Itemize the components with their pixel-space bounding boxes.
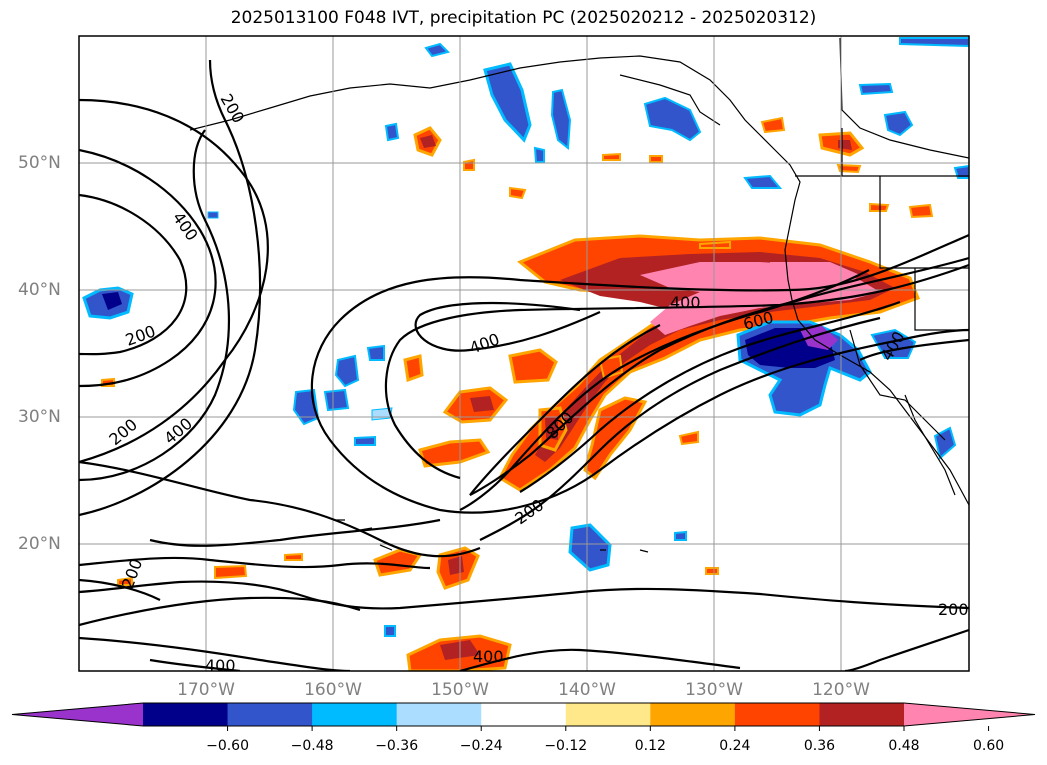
gridlines — [79, 36, 969, 671]
colorbar-extension-low — [12, 703, 143, 726]
contour-label: 200 — [938, 600, 969, 619]
contour-label: 400 — [670, 293, 701, 312]
colorbar-tick-label: 0.24 — [719, 738, 751, 754]
colorbar-tick-label: −0.24 — [459, 738, 503, 754]
colorbar-tick-label: −0.12 — [544, 738, 588, 754]
lon-label: 140°W — [558, 680, 616, 700]
lon-label: 150°W — [431, 680, 489, 700]
lon-label: 130°W — [685, 680, 743, 700]
colorbar-tick-label: 0.12 — [634, 738, 666, 754]
colorbar-segment — [565, 703, 651, 726]
colorbar-segment — [396, 703, 482, 726]
lon-label: 170°W — [177, 680, 235, 700]
colorbar-tick-label: 0.36 — [803, 738, 836, 754]
lat-label: 30°N — [18, 407, 61, 427]
figure-title: 2025013100 F048 IVT, precipitation PC (2… — [230, 8, 817, 28]
coastlines — [189, 37, 969, 553]
colorbar-segment — [143, 703, 229, 726]
colorbar-segment — [650, 703, 736, 726]
lat-label: 20°N — [18, 534, 61, 554]
lat-label: 50°N — [18, 153, 61, 173]
lon-label: 160°W — [304, 680, 362, 700]
colorbar-outline — [11, 702, 1036, 727]
colorbar-segment — [734, 703, 820, 726]
colorbar-segment — [481, 703, 567, 726]
colorbar-tick-label: −0.36 — [375, 738, 419, 754]
colorbar-segment — [819, 703, 905, 726]
contour-label: 400 — [473, 647, 504, 666]
colorbar-tick-label: −0.48 — [290, 738, 334, 754]
colorbar-tick-label: −0.60 — [206, 738, 249, 754]
lon-label: 120°W — [812, 680, 870, 700]
colorbar — [11, 702, 1036, 731]
lat-label: 40°N — [18, 280, 61, 300]
map-frame — [78, 35, 970, 672]
colorbar-segment — [227, 703, 313, 726]
colorbar-extension-high — [904, 703, 1035, 726]
colorbar-tick-label: 0.60 — [972, 738, 1005, 754]
colorbar-segment — [312, 703, 398, 726]
ivt-contours — [79, 59, 969, 671]
contour-label: 400 — [205, 656, 236, 675]
colorbar-tick-label: 0.48 — [888, 738, 920, 754]
